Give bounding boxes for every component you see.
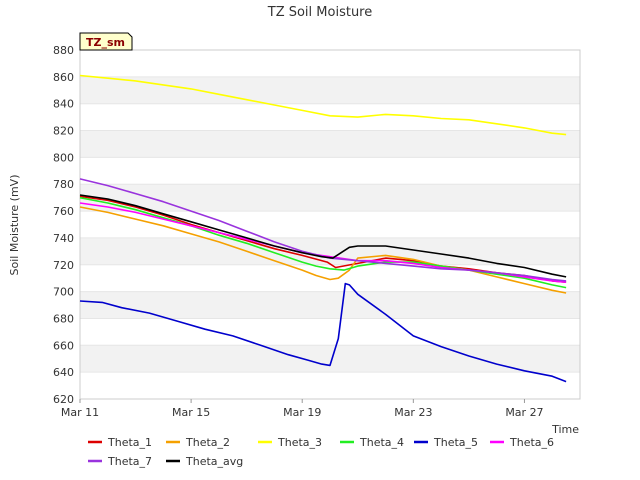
- y-tick-label: 680: [53, 312, 74, 325]
- legend-label-theta-avg: Theta_avg: [185, 455, 243, 468]
- legend: Theta_1 Theta_2 Theta_3 Theta_4 Theta_5 Theta…: [88, 436, 554, 468]
- series-line-theta-4: [79, 196, 567, 289]
- y-tick-label: 780: [53, 178, 74, 191]
- legend-label-theta-1: Theta_1: [107, 436, 152, 449]
- y-axis-ticks: 620 640 660 680 700 720 740 760 780 800 820 840 860 8…: [53, 44, 74, 406]
- series-line-theta-avg: [79, 194, 567, 278]
- y-tick-label: 620: [53, 393, 74, 406]
- y-tick-label: 720: [53, 259, 74, 272]
- y-tick-label: 800: [53, 151, 74, 164]
- y-tick-label: 860: [53, 71, 74, 84]
- series-line-theta-3: [79, 74, 567, 136]
- x-tick-label: Mar 19: [283, 406, 321, 419]
- x-tick-label: Mar 23: [394, 406, 432, 419]
- x-tick-label: Mar 11: [61, 406, 99, 419]
- y-tick-label: 660: [53, 339, 74, 352]
- x-axis-ticks: Mar 11 Mar 15 Mar 19 Mar 23 Mar 27: [61, 399, 544, 419]
- badge-box: [79, 32, 133, 51]
- grid-band: [80, 130, 580, 158]
- chart-title: TZ Soil Moisture: [267, 5, 373, 20]
- legend-label-theta-2: Theta_2: [185, 436, 230, 449]
- badge: TZ_sm: [79, 32, 133, 51]
- y-tick-label: 760: [53, 205, 74, 218]
- badge-label: TZ_sm: [86, 36, 125, 49]
- series-line-theta-5: [79, 282, 567, 383]
- legend-label-theta-6: Theta_6: [509, 436, 554, 449]
- grid-band: [80, 345, 580, 373]
- legend-label-theta-7: Theta_7: [107, 455, 152, 468]
- y-tick-label: 740: [53, 232, 74, 245]
- y-tick-label: 880: [53, 44, 74, 57]
- x-axis-label: Time: [551, 423, 579, 436]
- grid-band: [80, 184, 580, 212]
- plot-area: [79, 49, 581, 400]
- legend-label-theta-4: Theta_4: [359, 436, 404, 449]
- y-tick-label: 700: [53, 286, 74, 299]
- grid-band: [80, 76, 580, 104]
- y-tick-label: 820: [53, 125, 74, 138]
- series-lines: [79, 74, 567, 383]
- x-tick-label: Mar 27: [505, 406, 543, 419]
- legend-label-theta-3: Theta_3: [277, 436, 322, 449]
- grid-band: [80, 237, 580, 265]
- y-axis-label: Soil Moisture (mV): [8, 175, 21, 276]
- y-tick-label: 840: [53, 98, 74, 111]
- series-line-theta-2: [79, 206, 567, 294]
- legend-label-theta-5: Theta_5: [433, 436, 478, 449]
- x-tick-label: Mar 15: [172, 406, 210, 419]
- background-bands: [80, 49, 580, 400]
- y-tick-label: 640: [53, 366, 74, 379]
- grid-band: [80, 291, 580, 319]
